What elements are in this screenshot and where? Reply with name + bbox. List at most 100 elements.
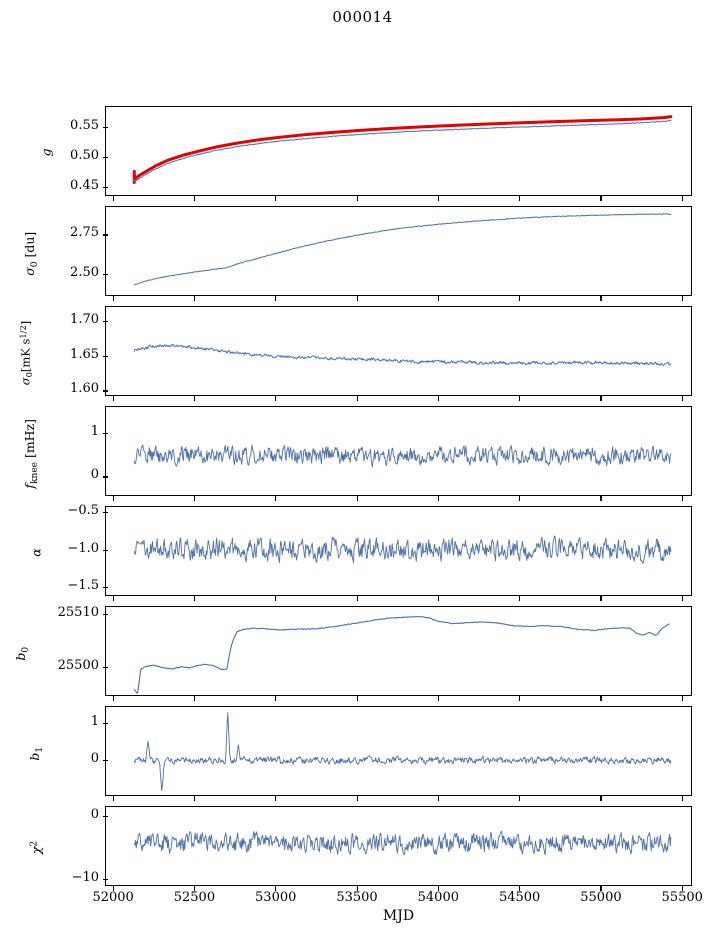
ytick-label: 2.50: [70, 264, 99, 280]
xtick-label: 52000: [92, 890, 134, 905]
panel-fknee: [105, 406, 692, 496]
ytick-label: 0.45: [70, 178, 99, 193]
ytick-mark: [103, 549, 108, 551]
panel-chi2: [105, 806, 692, 886]
xtick-mark: [193, 396, 196, 401]
xtick-mark: [437, 296, 439, 301]
xtick-mark: [356, 396, 358, 401]
ytick-mark: [103, 816, 108, 818]
panel-b0-plot: [133, 615, 670, 694]
ytick-label: 0.55: [70, 118, 99, 133]
xtick-label: 55000: [580, 890, 622, 905]
ytick-label: 0: [90, 807, 99, 822]
series-g-red: [132, 115, 673, 184]
xtick-mark: [519, 396, 521, 401]
xtick-mark: [600, 196, 602, 201]
panel-g: [105, 106, 692, 196]
xtick-label: 55500: [661, 890, 703, 905]
xtick-mark: [519, 696, 521, 701]
xtick-mark: [681, 886, 683, 891]
ytick-label: 2.75: [70, 225, 99, 241]
xtick-mark: [600, 596, 602, 601]
xtick-mark: [519, 496, 521, 501]
panel-fknee-ylabel: fknee [mHz]: [22, 418, 40, 489]
xtick-mark: [600, 396, 602, 401]
panel-sigma0-mk-plot: [133, 343, 672, 367]
ytick-mark: [103, 512, 108, 514]
ytick-mark: [103, 157, 108, 159]
xtick-mark: [437, 396, 439, 401]
xtick-mark: [519, 196, 521, 201]
xtick-mark: [437, 596, 439, 601]
series-sigma0-du: [133, 213, 672, 286]
xtick-mark: [193, 796, 196, 801]
xtick-mark: [275, 196, 277, 201]
xtick-mark: [600, 696, 602, 701]
xtick-mark: [356, 796, 358, 801]
xtick-label: 53500: [336, 890, 378, 905]
xtick-mark: [112, 886, 114, 891]
xtick-mark: [356, 886, 358, 891]
panel-sigma0-mk: [105, 306, 692, 396]
ytick-label: 0: [90, 751, 99, 767]
panel-sigma0-du-plot: [133, 213, 672, 286]
ytick-mark: [103, 234, 108, 236]
ytick-label: 1.65: [70, 346, 99, 362]
panel-b1-plot: [133, 712, 672, 791]
ytick-mark: [103, 666, 108, 668]
xtick-mark: [193, 596, 196, 601]
panel-sigma0-mk-ylabel: σ0[mK s1/2]: [17, 320, 35, 386]
ytick-mark: [103, 273, 108, 275]
xtick-mark: [681, 196, 683, 201]
series-sigma0-mK: [133, 343, 672, 367]
xtick-mark: [193, 886, 196, 891]
ytick-mark: [103, 722, 108, 724]
series-g-blue: [133, 119, 672, 183]
xtick-mark: [112, 496, 114, 501]
xtick-mark: [275, 396, 277, 401]
xtick-mark: [275, 496, 277, 501]
xtick-mark: [600, 496, 602, 501]
xtick-mark: [356, 496, 358, 501]
ytick-label: −1.5: [67, 578, 99, 593]
xtick-mark: [275, 296, 277, 301]
ytick-label: −0.5: [67, 503, 99, 518]
ytick-label: −1.0: [67, 540, 99, 556]
xtick-mark: [600, 886, 602, 891]
xtick-mark: [681, 396, 683, 401]
panel-b0-ylabel: b0: [13, 646, 31, 661]
ytick-label: 25500: [57, 657, 99, 673]
ytick-mark: [103, 587, 108, 589]
xtick-mark: [193, 296, 196, 301]
xtick-mark: [437, 886, 439, 891]
xtick-mark: [112, 596, 114, 601]
ytick-mark: [103, 613, 108, 616]
xtick-mark: [600, 296, 602, 301]
figure-title: 000014: [332, 8, 393, 26]
series-chi2: [133, 830, 672, 856]
xtick-mark: [112, 196, 114, 201]
xtick-mark: [112, 396, 114, 401]
xtick-mark: [275, 886, 277, 891]
panel-alpha: [105, 506, 692, 596]
panel-g-plot: [132, 115, 673, 184]
ytick-mark: [103, 760, 108, 762]
panel-fknee-plot: [133, 444, 672, 468]
xtick-mark: [437, 696, 439, 701]
panel-b0-frame: [105, 606, 692, 696]
ytick-label: 1: [90, 713, 99, 729]
panel-g-ylabel: g: [38, 148, 54, 157]
xtick-mark: [112, 796, 114, 801]
ytick-label: 0: [90, 467, 99, 483]
xtick-label: 53000: [255, 890, 297, 905]
series-f-knee: [133, 444, 672, 468]
xtick-mark: [437, 196, 439, 201]
ytick-label: 1.70: [70, 312, 99, 328]
panel-chi2-ylabel: χ2: [28, 840, 44, 855]
xtick-mark: [681, 296, 683, 301]
xtick-mark: [519, 596, 521, 601]
panel-b1-ylabel: b1: [27, 746, 45, 761]
xtick-mark: [275, 596, 277, 601]
panel-b1-frame: [105, 706, 692, 796]
